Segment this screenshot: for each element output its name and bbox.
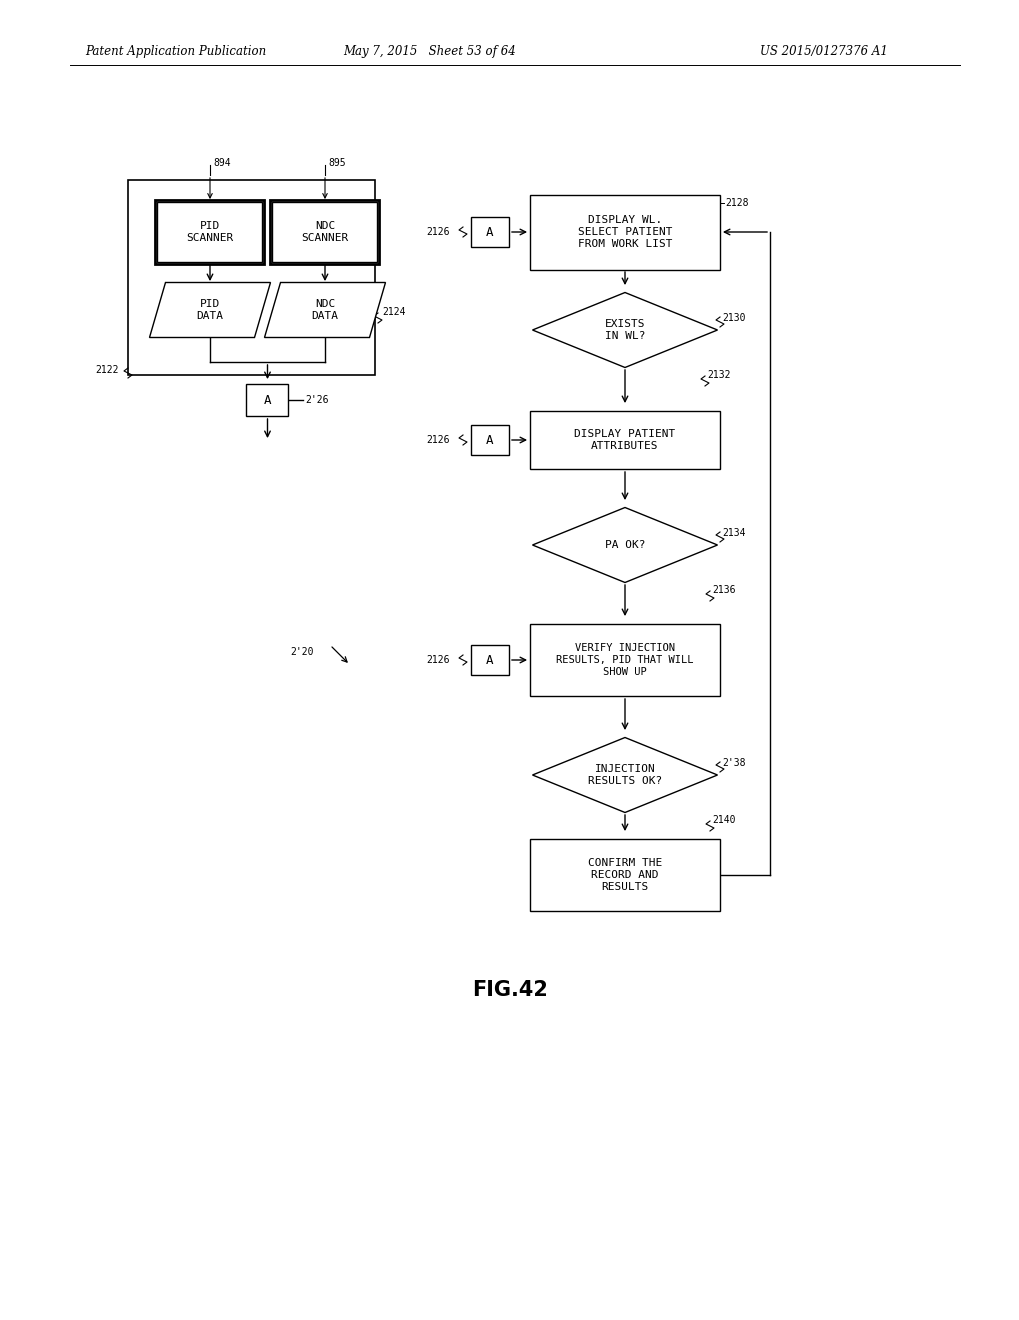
Text: VERIFY INJECTION
RESULTS, PID THAT WILL
SHOW UP: VERIFY INJECTION RESULTS, PID THAT WILL …: [555, 643, 693, 677]
Text: 2126: 2126: [426, 227, 449, 238]
Bar: [272, 202, 377, 261]
Text: 2140: 2140: [711, 814, 735, 825]
Polygon shape: [532, 293, 716, 367]
Polygon shape: [532, 507, 716, 582]
Text: DISPLAY WL.
SELECT PATIENT
FROM WORK LIST: DISPLAY WL. SELECT PATIENT FROM WORK LIS…: [577, 215, 672, 249]
Text: EXISTS
IN WL?: EXISTS IN WL?: [604, 319, 645, 341]
Text: A: A: [264, 393, 271, 407]
Bar: [270, 201, 379, 264]
Text: DISPLAY PATIENT
ATTRIBUTES: DISPLAY PATIENT ATTRIBUTES: [574, 429, 675, 451]
Text: A: A: [486, 226, 493, 239]
Text: 2126: 2126: [426, 436, 449, 445]
Text: INJECTION
RESULTS OK?: INJECTION RESULTS OK?: [587, 764, 661, 787]
Text: CONFIRM THE
RECORD AND
RESULTS: CONFIRM THE RECORD AND RESULTS: [587, 858, 661, 892]
Text: PA OK?: PA OK?: [604, 540, 645, 550]
Text: 2132: 2132: [706, 370, 730, 380]
Polygon shape: [264, 282, 385, 338]
Bar: [157, 202, 262, 261]
Text: 2136: 2136: [711, 585, 735, 595]
Text: 2134: 2134: [721, 528, 745, 539]
Text: 2126: 2126: [426, 655, 449, 665]
Polygon shape: [150, 282, 270, 338]
Text: A: A: [486, 433, 493, 446]
Text: NDC
SCANNER: NDC SCANNER: [301, 220, 348, 243]
Bar: [471, 425, 508, 455]
Text: A: A: [486, 653, 493, 667]
Bar: [530, 840, 719, 911]
Text: 2124: 2124: [382, 308, 406, 317]
Text: 2'38: 2'38: [721, 758, 745, 768]
Text: 2128: 2128: [725, 198, 748, 209]
Bar: [127, 180, 375, 375]
Text: 2'26: 2'26: [306, 395, 329, 405]
Text: PID
SCANNER: PID SCANNER: [186, 220, 233, 243]
Text: 2122: 2122: [95, 366, 118, 375]
Bar: [247, 384, 288, 416]
Text: 895: 895: [328, 158, 345, 168]
Bar: [530, 624, 719, 696]
Bar: [471, 216, 508, 247]
Bar: [471, 645, 508, 675]
Text: 894: 894: [213, 158, 230, 168]
Bar: [155, 201, 264, 264]
Text: May 7, 2015   Sheet 53 of 64: May 7, 2015 Sheet 53 of 64: [343, 45, 516, 58]
Text: FIG.42: FIG.42: [472, 979, 547, 1001]
Bar: [530, 411, 719, 469]
Text: PID
DATA: PID DATA: [197, 298, 223, 321]
Text: 2'20: 2'20: [289, 647, 313, 657]
Text: US 2015/0127376 A1: US 2015/0127376 A1: [759, 45, 887, 58]
Text: Patent Application Publication: Patent Application Publication: [85, 45, 266, 58]
Text: 2130: 2130: [721, 313, 745, 323]
Text: NDC
DATA: NDC DATA: [311, 298, 338, 321]
Bar: [530, 194, 719, 269]
Polygon shape: [532, 738, 716, 813]
